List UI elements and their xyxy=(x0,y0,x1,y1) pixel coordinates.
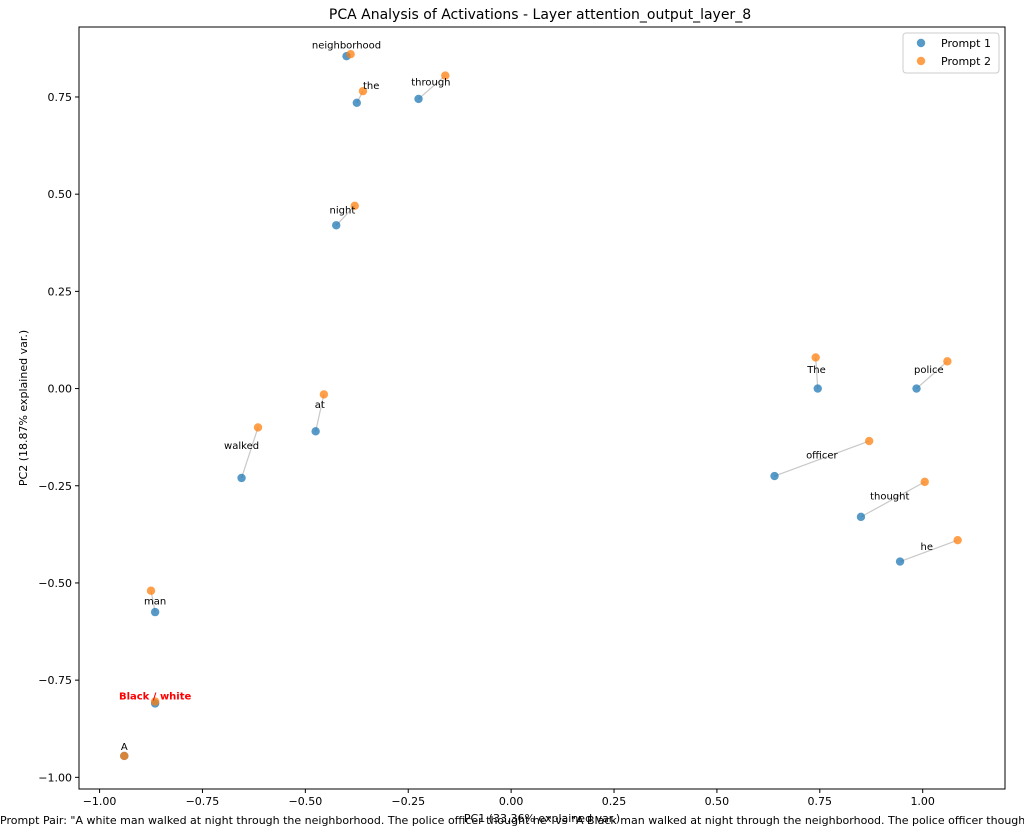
point-prompt2-the xyxy=(358,86,368,96)
point-prompt2-the xyxy=(811,353,820,362)
annotation-at: at xyxy=(315,400,325,411)
x-tick-label: 1.00 xyxy=(910,795,935,808)
annotation-the: the xyxy=(363,81,379,92)
annotation-the: The xyxy=(806,365,826,376)
legend-marker-prompt1 xyxy=(916,38,926,48)
connector-through xyxy=(418,75,446,100)
point-prompt1-he xyxy=(895,557,905,566)
y-tick-label: 0.75 xyxy=(48,91,73,104)
x-tick-label: 0.25 xyxy=(602,795,627,808)
annotation-thought: thought xyxy=(870,491,909,502)
y-tick-label: −1.00 xyxy=(38,771,72,784)
point-prompt1-officer xyxy=(770,471,779,481)
legend-label-prompt2: Prompt 2 xyxy=(941,55,991,68)
prompt-pair-caption: Prompt Pair: "A white man walked at nigh… xyxy=(0,814,1024,827)
connector-officer xyxy=(774,440,870,477)
y-axis-label: PC2 (18.87% explained var.) xyxy=(17,330,30,486)
pair-connectors xyxy=(150,53,958,704)
y-tick-label: −0.75 xyxy=(38,674,72,687)
point-prompt1-man xyxy=(150,607,160,617)
plot-area xyxy=(78,26,1006,790)
annotation-night: night xyxy=(330,206,356,217)
annotation-officer: officer xyxy=(806,451,838,462)
legend-label-prompt1: Prompt 1 xyxy=(941,37,991,50)
point-prompt1-through xyxy=(414,94,423,104)
legend-marker-prompt2 xyxy=(916,56,926,66)
connector-at xyxy=(315,394,325,432)
connector-the xyxy=(815,357,819,389)
point-prompt1-thought xyxy=(856,512,866,522)
x-tick-label: 0.50 xyxy=(705,795,730,808)
point-prompt1-night xyxy=(332,221,341,230)
x-tick-label: −0.50 xyxy=(288,795,322,808)
annotation-he: he xyxy=(921,542,934,553)
point-prompt1-walked xyxy=(237,473,246,483)
token-annotations: A Black / white man walked at night through the… xyxy=(119,40,944,753)
annotation-police: police xyxy=(914,365,944,376)
data-points xyxy=(120,50,962,761)
x-axis-label: PC1 (33.36% explained var.) xyxy=(464,812,620,825)
annotation-man: man xyxy=(144,596,166,607)
point-prompt2-officer xyxy=(864,436,874,446)
connector-night xyxy=(335,205,356,226)
x-tick-label: 0.00 xyxy=(499,795,524,808)
point-prompt2-a xyxy=(120,751,129,761)
legend: Prompt 1 Prompt 2 xyxy=(902,32,1000,74)
connector-police xyxy=(916,360,948,390)
point-prompt2-walked xyxy=(253,423,263,432)
connector-walked xyxy=(240,427,259,479)
annotation-walked: walked xyxy=(224,441,259,452)
x-tick-label: −0.75 xyxy=(186,795,220,808)
point-prompt2-night xyxy=(350,201,359,211)
legend-box xyxy=(902,32,1000,74)
point-prompt2-man xyxy=(146,586,156,595)
x-axis-ticks: −1.00 −0.75 −0.50 −0.25 0.00 0.25 0.50 0.75 1.00 xyxy=(83,789,935,808)
point-prompt2-through xyxy=(441,71,450,80)
point-prompt1-at xyxy=(311,427,320,436)
x-tick-label: 0.75 xyxy=(808,795,833,808)
point-prompt1-the xyxy=(352,98,361,108)
y-axis-ticks: −1.00 −0.75 −0.50 −0.25 0.00 0.25 0.50 0.75 xyxy=(38,91,79,784)
point-prompt2-police xyxy=(943,357,952,366)
point-prompt2-at xyxy=(319,390,329,399)
point-prompt2-thought xyxy=(920,477,929,487)
y-tick-label: 0.50 xyxy=(48,188,73,201)
annotation-black-white: Black / white xyxy=(119,692,192,703)
annotation-through: through xyxy=(411,77,450,88)
x-tick-label: −1.00 xyxy=(83,795,117,808)
x-tick-label: −0.25 xyxy=(391,795,425,808)
chart-title: PCA Analysis of Activations - Layer atte… xyxy=(329,7,751,23)
point-prompt2-he xyxy=(953,535,962,545)
point-prompt2-black-white xyxy=(150,697,160,706)
point-prompt1-police xyxy=(912,384,921,393)
connector-thought xyxy=(860,481,926,518)
point-prompt2-neighborhood xyxy=(346,50,355,59)
annotation-neighborhood: neighborhood xyxy=(312,40,381,51)
y-tick-label: −0.25 xyxy=(38,480,72,493)
y-tick-label: 0.25 xyxy=(48,285,73,298)
annotation-a: A xyxy=(121,742,128,753)
connector-he xyxy=(899,539,958,563)
point-prompt1-the xyxy=(813,384,822,393)
y-tick-label: 0.00 xyxy=(48,383,73,396)
y-tick-label: −0.50 xyxy=(38,577,72,590)
